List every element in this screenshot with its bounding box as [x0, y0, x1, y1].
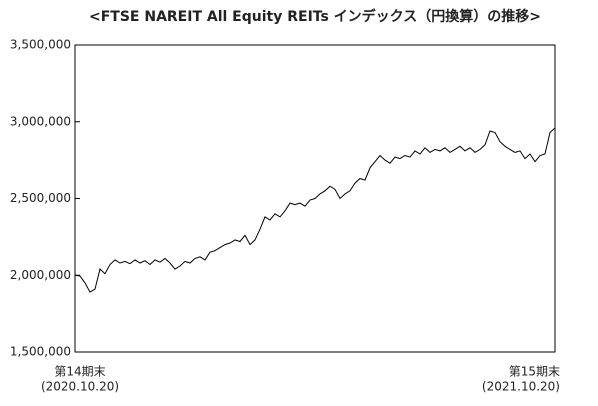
y-tick-label: 3,000,000	[10, 114, 71, 128]
x-tick-date: (2020.10.20)	[41, 380, 119, 394]
x-tick-label: 第15期末	[509, 365, 560, 379]
chart-title: <FTSE NAREIT All Equity REITs インデックス（円換算…	[89, 8, 541, 25]
x-tick-label: 第14期末	[54, 365, 105, 379]
y-tick-label: 3,500,000	[10, 38, 71, 52]
y-tick-label: 1,500,000	[10, 345, 71, 359]
x-tick-date: (2021.10.20)	[482, 380, 560, 394]
line-series	[74, 127, 556, 293]
y-tick-label: 2,500,000	[10, 191, 71, 205]
y-tick-label: 2,000,000	[10, 268, 71, 282]
